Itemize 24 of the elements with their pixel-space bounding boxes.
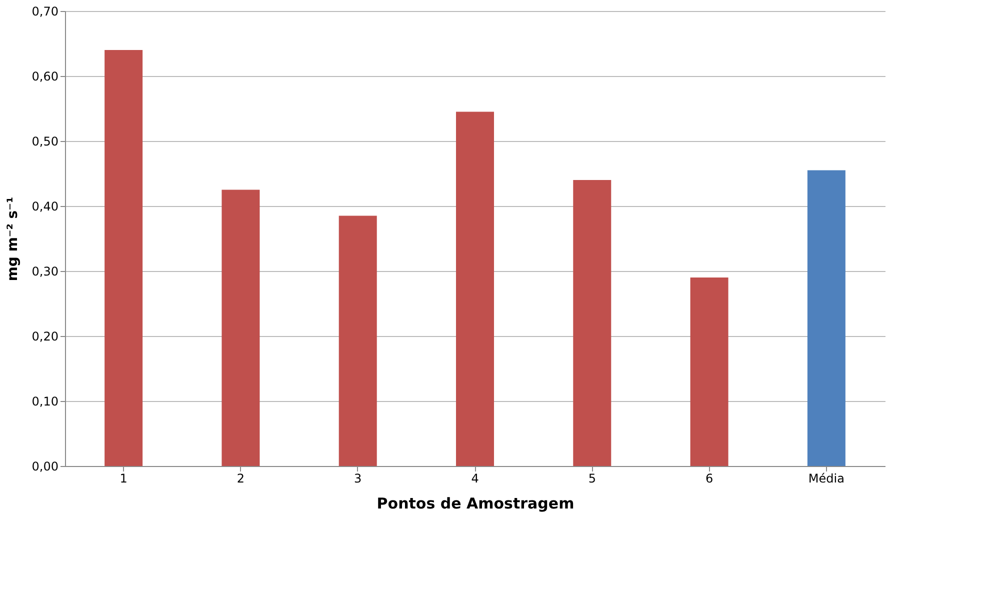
x-tick-label: Média [808,472,844,486]
y-tick-label: 0,50 [32,134,58,148]
bar [104,50,143,466]
bar [456,112,494,466]
bar [807,170,846,466]
y-tick-label: 0,30 [32,264,58,278]
y-tick-label: 0,40 [32,200,58,214]
y-tick-label: 0,00 [32,460,58,474]
bar [338,216,377,466]
x-tick-label: 5 [588,472,596,486]
y-tick-label: 0,20 [32,330,58,344]
x-tick-label: 4 [471,472,479,486]
y-tick-label: 0,10 [32,394,58,408]
y-tick-label: 0,60 [32,70,58,84]
bar [222,190,260,466]
x-tick-label: 1 [120,472,128,486]
y-tick-label: 0,70 [32,4,58,18]
x-tick-label: 3 [354,472,362,486]
x-axis-title: Pontos de Amostragem [376,494,574,512]
bar [690,278,728,466]
y-axis-title: mg m⁻² s⁻¹ [4,196,21,282]
bar [573,180,612,466]
x-tick-label: 2 [236,472,245,486]
x-tick-label: 6 [705,472,714,486]
